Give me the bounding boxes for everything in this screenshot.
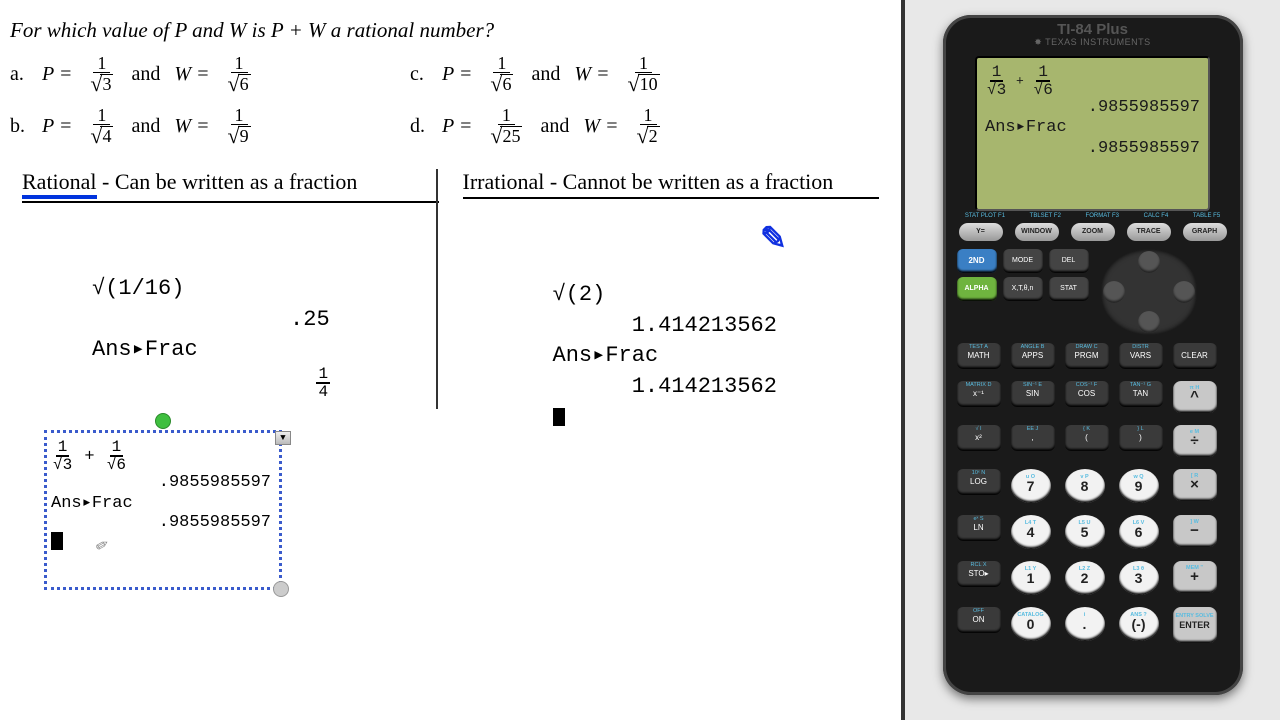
key-9[interactable]: 9w Q (1119, 469, 1159, 503)
miniwin-content: 1√3 + 1√6 .9855985597 Ans▸Frac .98559855… (51, 439, 275, 551)
fkey-trace[interactable]: TRACE (1127, 223, 1171, 241)
fkey-labels: STAT PLOT F1 TBLSET F2 FORMAT F3 CALC F4… (943, 211, 1243, 219)
fkey-window[interactable]: WINDOW (1015, 223, 1059, 241)
key-2nd[interactable]: 2ND (957, 249, 997, 273)
key-[interactable]: )} L (1119, 425, 1163, 451)
worksheet-panel: For which value of P and W is P + W a ra… (0, 0, 905, 720)
floating-calc-window[interactable]: ▼ 1√3 + 1√6 .9855985597 Ans▸Frac .985598… (44, 430, 282, 590)
dpad-left[interactable] (1103, 281, 1125, 303)
key-8[interactable]: 8v P (1065, 469, 1105, 503)
key-stat[interactable]: STAT (1049, 277, 1089, 301)
key-vars[interactable]: VARSDISTR (1119, 343, 1163, 369)
window-menu-dropdown[interactable]: ▼ (275, 431, 291, 445)
key-log[interactable]: LOG10ˣ N (957, 469, 1001, 495)
option-a: a. P = 13 and W = 16 (10, 49, 390, 99)
rational-example: √(1/16) .25 Ans▸Frac 14 (92, 243, 439, 431)
key-x[interactable]: x²√ I (957, 425, 1001, 451)
key-7[interactable]: 7u O (1011, 469, 1051, 503)
option-d: d. P = 125 and W = 12 (410, 101, 790, 151)
key-prgm[interactable]: PRGMDRAW C (1065, 343, 1109, 369)
rational-column: Rational - Can be written as a fraction … (10, 169, 451, 465)
key-enter[interactable]: ENTERENTRY SOLVE (1173, 607, 1217, 643)
calc-brand: ✸ TEXAS INSTRUMENTS (943, 37, 1243, 48)
calc-title: TI-84 Plus (943, 15, 1243, 38)
key-0[interactable]: 0CATALOG (1011, 607, 1051, 641)
key-6[interactable]: 6L6 V (1119, 515, 1159, 549)
key-mode[interactable]: MODE (1003, 249, 1043, 273)
key-[interactable]: +MEM " (1173, 561, 1217, 593)
column-divider (436, 169, 438, 409)
key-[interactable]: .i (1065, 607, 1105, 641)
dpad (1101, 249, 1197, 335)
irrational-example: √(2) 1.414213562 Ans▸Frac 1.414213562 (553, 249, 880, 465)
key-1[interactable]: 1L1 Y (1011, 561, 1051, 595)
key-on[interactable]: ONOFF (957, 607, 1001, 633)
rational-heading: Rational - Can be written as a fraction (22, 169, 439, 203)
option-b: b. P = 14 and W = 19 (10, 101, 390, 151)
key-[interactable]: ({ K (1065, 425, 1109, 451)
calculator-panel: TI-84 Plus ✸ TEXAS INSTRUMENTS 1√3 + 1√6… (905, 0, 1280, 720)
fkey-zoom[interactable]: ZOOM (1071, 223, 1115, 241)
key-[interactable]: ÷e M (1173, 425, 1217, 457)
fkey-graph[interactable]: GRAPH (1183, 223, 1227, 241)
options-grid: a. P = 13 and W = 16 c. P = 16 and W = 1… (10, 49, 891, 151)
key-[interactable]: −] W (1173, 515, 1217, 547)
question-text: For which value of P and W is P + W a ra… (10, 18, 891, 43)
fkey-row: Y= WINDOW ZOOM TRACE GRAPH (943, 219, 1243, 243)
key-[interactable]: ×[ R (1173, 469, 1217, 501)
ti84-calculator: TI-84 Plus ✸ TEXAS INSTRUMENTS 1√3 + 1√6… (943, 15, 1243, 695)
key-cos[interactable]: COSCOS⁻¹ F (1065, 381, 1109, 407)
key-alpha[interactable]: ALPHA (957, 277, 997, 301)
option-c: c. P = 16 and W = 110 (410, 49, 790, 99)
key-xt[interactable]: X,T,θ,n (1003, 277, 1043, 301)
dpad-up[interactable] (1138, 251, 1160, 273)
key-sto[interactable]: STO▸RCL X (957, 561, 1001, 587)
key-2[interactable]: 2L2 Z (1065, 561, 1105, 595)
key-del[interactable]: DEL (1049, 249, 1089, 273)
calc-screen: 1√3 + 1√6 .9855985597 Ans▸Frac .98559855… (975, 56, 1210, 211)
keypad-grid: MATHTEST A APPSANGLE B PRGMDRAW C VARSDISTR… (957, 343, 1229, 643)
irrational-column: Irrational - Cannot be written as a frac… (451, 169, 892, 465)
resize-handle-top[interactable] (155, 413, 171, 429)
key-ln[interactable]: LNeˣ S (957, 515, 1001, 541)
fkey-y[interactable]: Y= (959, 223, 1003, 241)
key-5[interactable]: 5L5 U (1065, 515, 1105, 549)
key-[interactable]: (-)ANS ? (1119, 607, 1159, 641)
irrational-heading: Irrational - Cannot be written as a frac… (463, 169, 880, 199)
ink-scribble: ✎ (760, 219, 787, 257)
key-apps[interactable]: APPSANGLE B (1011, 343, 1055, 369)
key-clear[interactable]: CLEAR (1173, 343, 1217, 369)
resize-handle-corner[interactable] (273, 581, 289, 597)
key-3[interactable]: 3L3 θ (1119, 561, 1159, 595)
key-tan[interactable]: TANTAN⁻¹ G (1119, 381, 1163, 407)
dpad-down[interactable] (1138, 311, 1160, 333)
key-[interactable]: ^π H (1173, 381, 1217, 413)
dpad-right[interactable] (1173, 281, 1195, 303)
key-sin[interactable]: SINSIN⁻¹ E (1011, 381, 1055, 407)
key-[interactable]: ,EE J (1011, 425, 1055, 451)
key-4[interactable]: 4L4 T (1011, 515, 1051, 549)
key-math[interactable]: MATHTEST A (957, 343, 1001, 369)
key-x[interactable]: x⁻¹MATRIX D (957, 381, 1001, 407)
